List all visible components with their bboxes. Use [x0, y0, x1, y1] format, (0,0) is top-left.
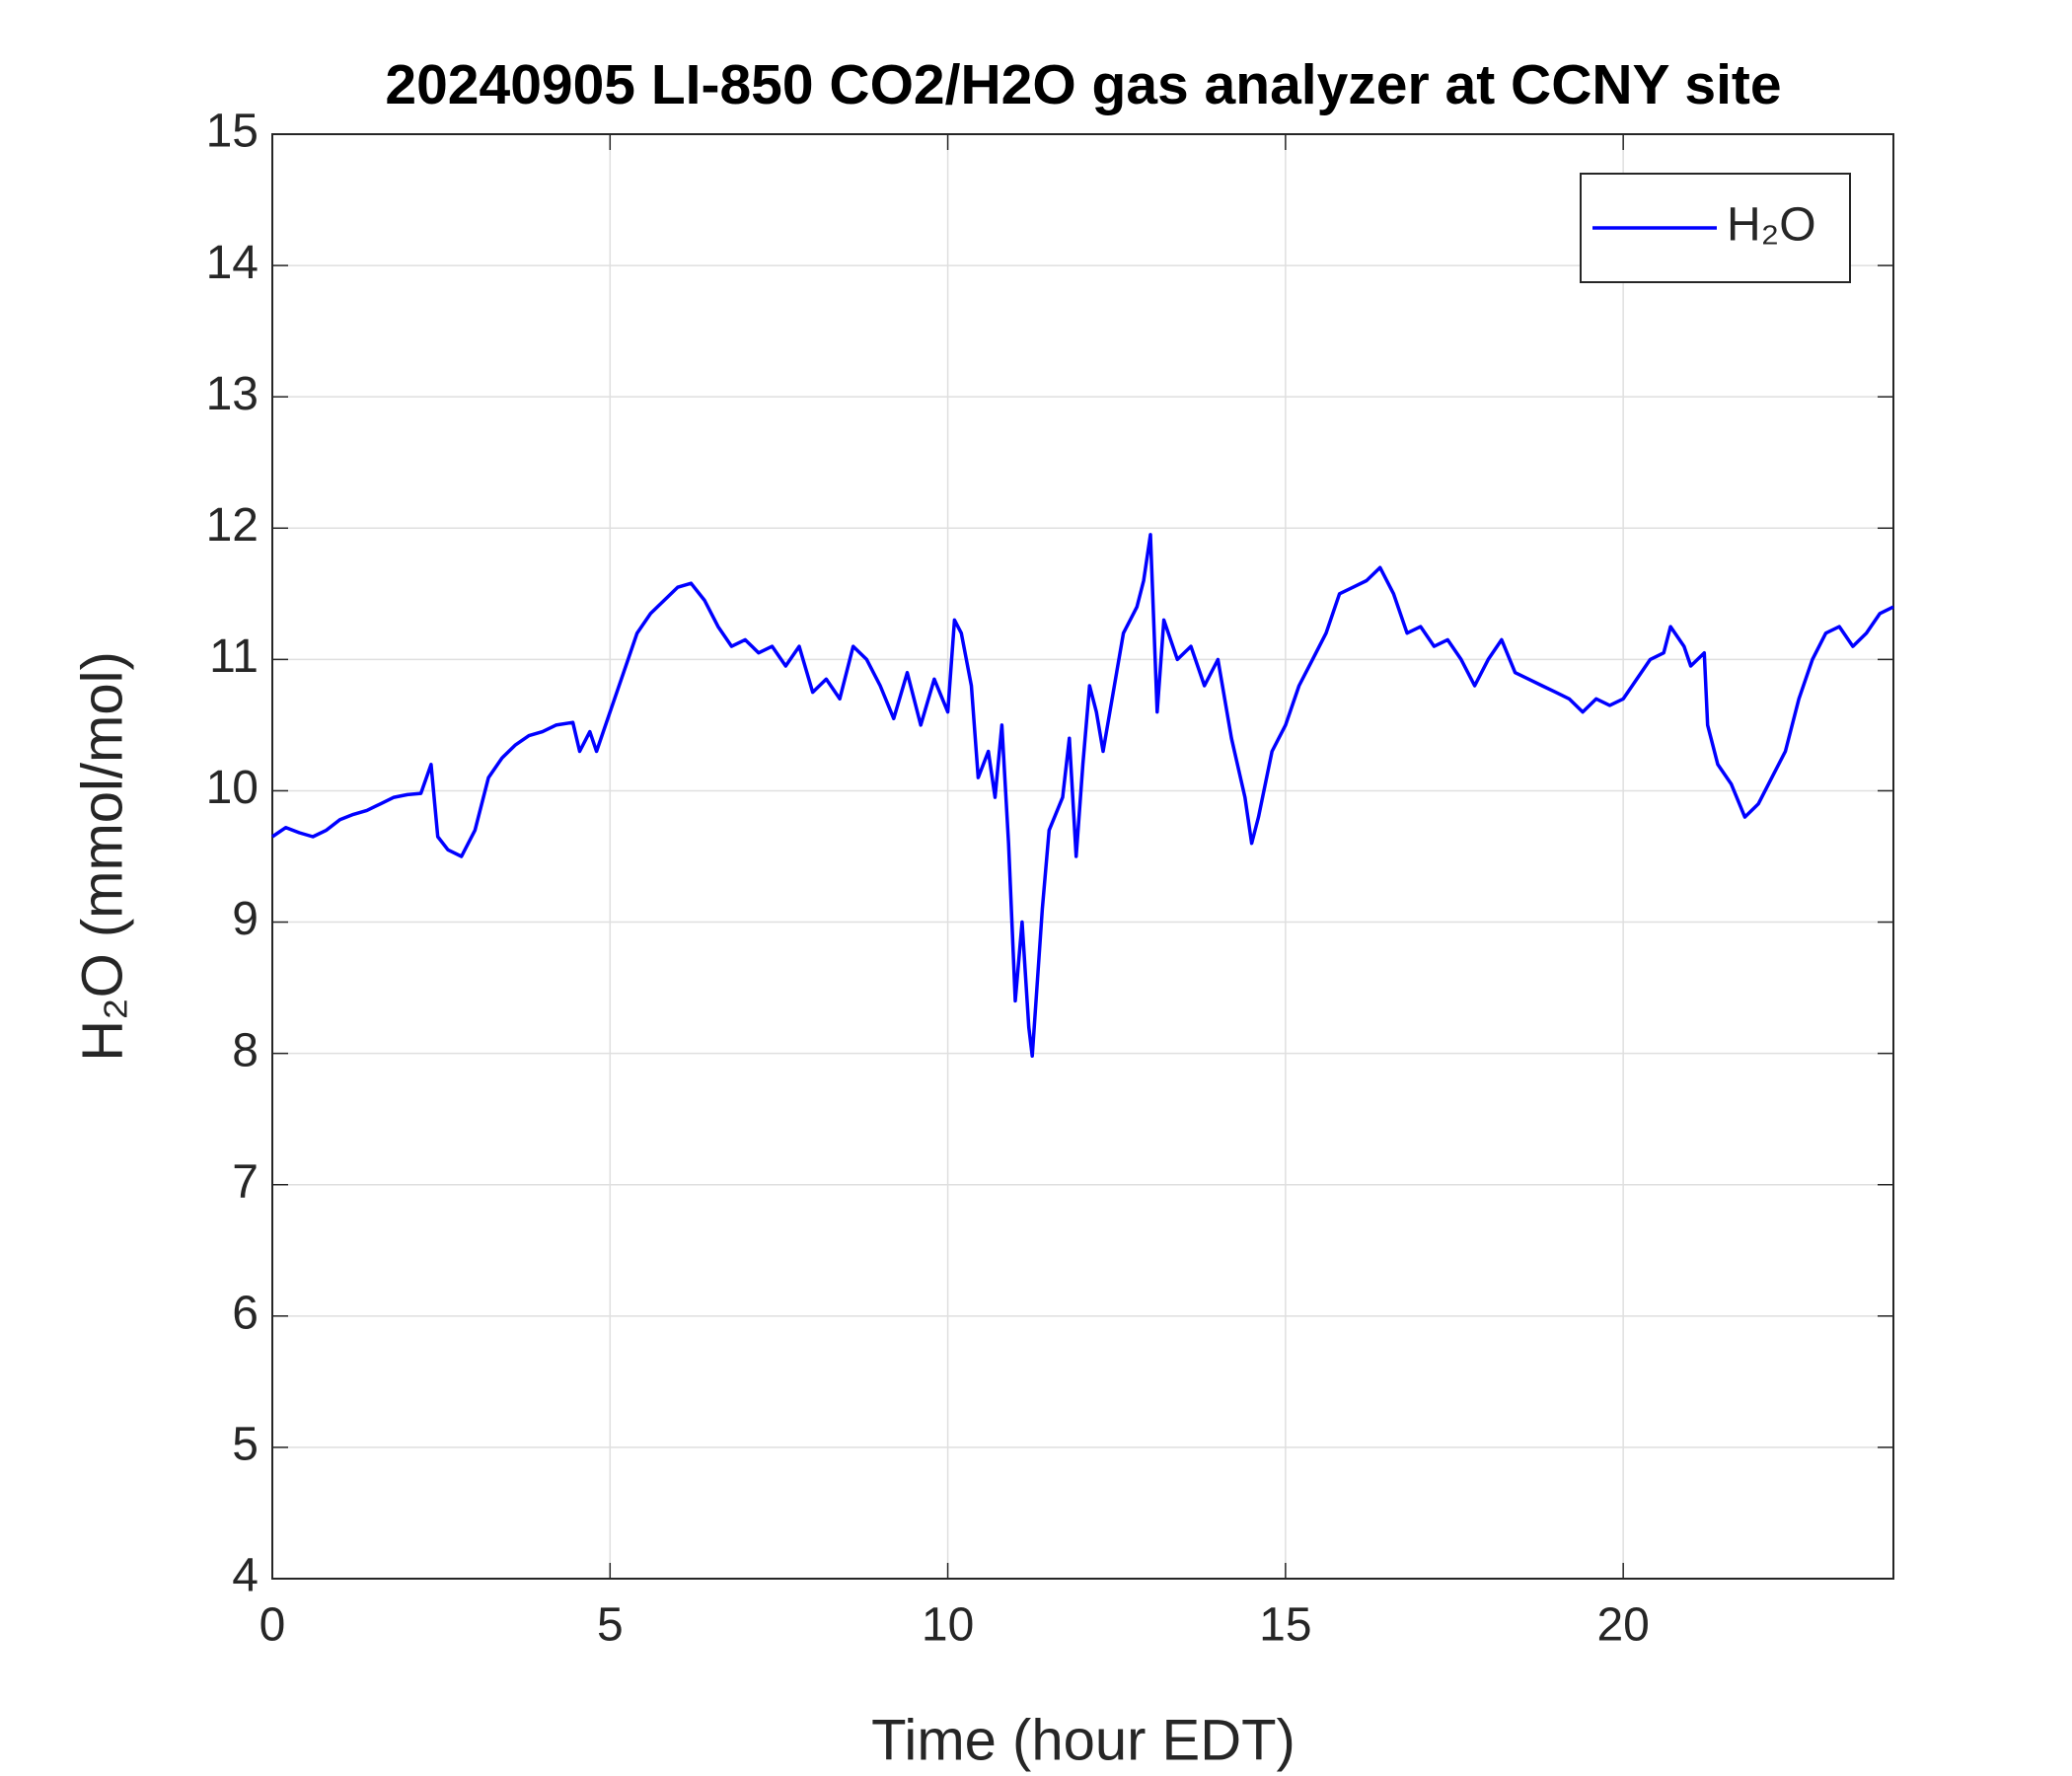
- x-tick-label: 10: [922, 1599, 974, 1652]
- y-tick-label: 12: [206, 499, 259, 552]
- y-tick-label: 11: [209, 630, 259, 683]
- y-tick-label: 6: [232, 1287, 259, 1339]
- x-tick-label: 15: [1259, 1599, 1311, 1652]
- y-tick-label: 8: [232, 1024, 259, 1076]
- y-tick-label: 13: [206, 368, 259, 420]
- y-tick-label: 7: [232, 1155, 259, 1208]
- y-tick-label: 14: [206, 237, 259, 289]
- y-axis-label: H₂O (mmol/mol): [70, 651, 134, 1062]
- y-tick-label: 5: [232, 1419, 259, 1471]
- data-line: [271, 533, 1894, 1059]
- y-tick-label: 9: [232, 893, 259, 945]
- x-axis-label: Time (hour EDT): [871, 1708, 1295, 1772]
- x-tick-label: 0: [259, 1599, 286, 1652]
- x-tick-label: 5: [597, 1599, 624, 1652]
- y-tick-label: 4: [232, 1550, 259, 1602]
- axes-frame: [271, 133, 1894, 1580]
- y-tick-label: 15: [206, 106, 259, 158]
- plot-area: [272, 134, 1893, 1579]
- x-tick-label: 20: [1596, 1599, 1649, 1652]
- y-tick-label: 10: [206, 762, 259, 814]
- legend-label: H₂O: [1727, 199, 1816, 252]
- chart-title: 20240905 LI-850 CO2/H2O gas analyzer at …: [385, 53, 1781, 116]
